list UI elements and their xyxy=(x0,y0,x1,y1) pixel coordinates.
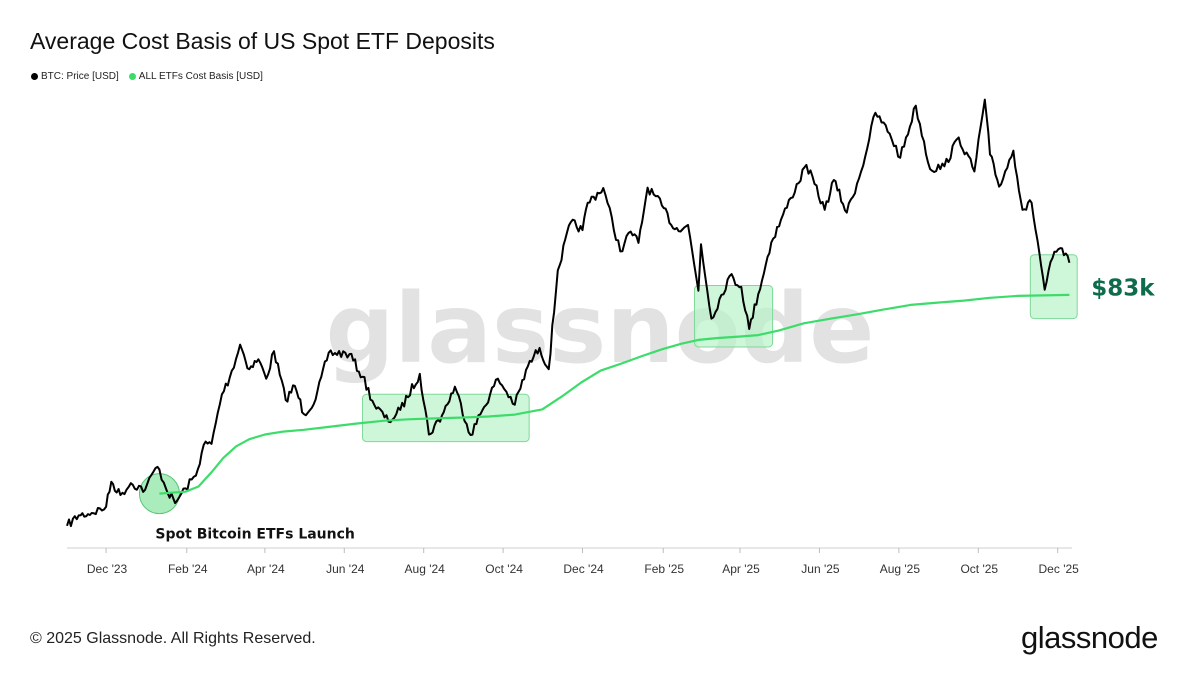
annotation-layer: Spot Bitcoin ETFs Launch $83k xyxy=(138,254,1155,543)
x-tick-label: Apr '24 xyxy=(247,562,285,576)
x-tick-label: Oct '25 xyxy=(960,562,998,576)
legend-item-etf-cost-basis[interactable]: ALL ETFs Cost Basis [USD] xyxy=(128,71,263,82)
etf-launch-label: Spot Bitcoin ETFs Launch xyxy=(155,527,354,543)
x-tick-label: Jun '24 xyxy=(326,562,365,576)
highlight-box-2 xyxy=(693,284,774,348)
x-tick-label: Jun '25 xyxy=(801,562,840,576)
legend-marker-etf-cost-basis xyxy=(128,73,136,80)
x-tick-label: Dec '25 xyxy=(1039,562,1080,576)
series-layer xyxy=(66,98,1071,528)
etf-cost-basis-line xyxy=(159,293,1070,495)
x-tick-label: Dec '24 xyxy=(563,562,604,576)
x-tick-label: Dec '23 xyxy=(87,562,128,576)
highlight-box-3 xyxy=(1029,254,1078,320)
x-tick-label: Aug '25 xyxy=(880,562,921,576)
legend: BTC: Price [USD] ALL ETFs Cost Basis [US… xyxy=(31,71,263,82)
glassnode-logo: glassnode xyxy=(1021,620,1158,655)
x-axis: Dec '23 Feb '24 Apr '24 Jun '24 Aug '24 Oct '… xyxy=(67,547,1080,576)
copyright-text: © 2025 Glassnode. All Rights Reserved. xyxy=(30,630,316,647)
legend-label-btc-price: BTC: Price [USD] xyxy=(41,71,119,82)
watermark: glassnode xyxy=(326,273,875,385)
btc-price-line xyxy=(66,98,1071,528)
chart-title: Average Cost Basis of US Spot ETF Deposi… xyxy=(30,28,495,54)
x-tick-label: Aug '24 xyxy=(405,562,446,576)
legend-item-btc-price[interactable]: BTC: Price [USD] xyxy=(31,71,119,82)
x-tick-label: Feb '24 xyxy=(168,562,208,576)
x-tick-label: Oct '24 xyxy=(485,562,523,576)
x-tick-label: Feb '25 xyxy=(644,562,684,576)
x-tick-label: Apr '25 xyxy=(722,562,760,576)
cost-basis-annotation: $83k xyxy=(1091,276,1155,302)
legend-label-etf-cost-basis: ALL ETFs Cost Basis [USD] xyxy=(138,71,263,82)
legend-marker-btc-price xyxy=(31,73,38,80)
